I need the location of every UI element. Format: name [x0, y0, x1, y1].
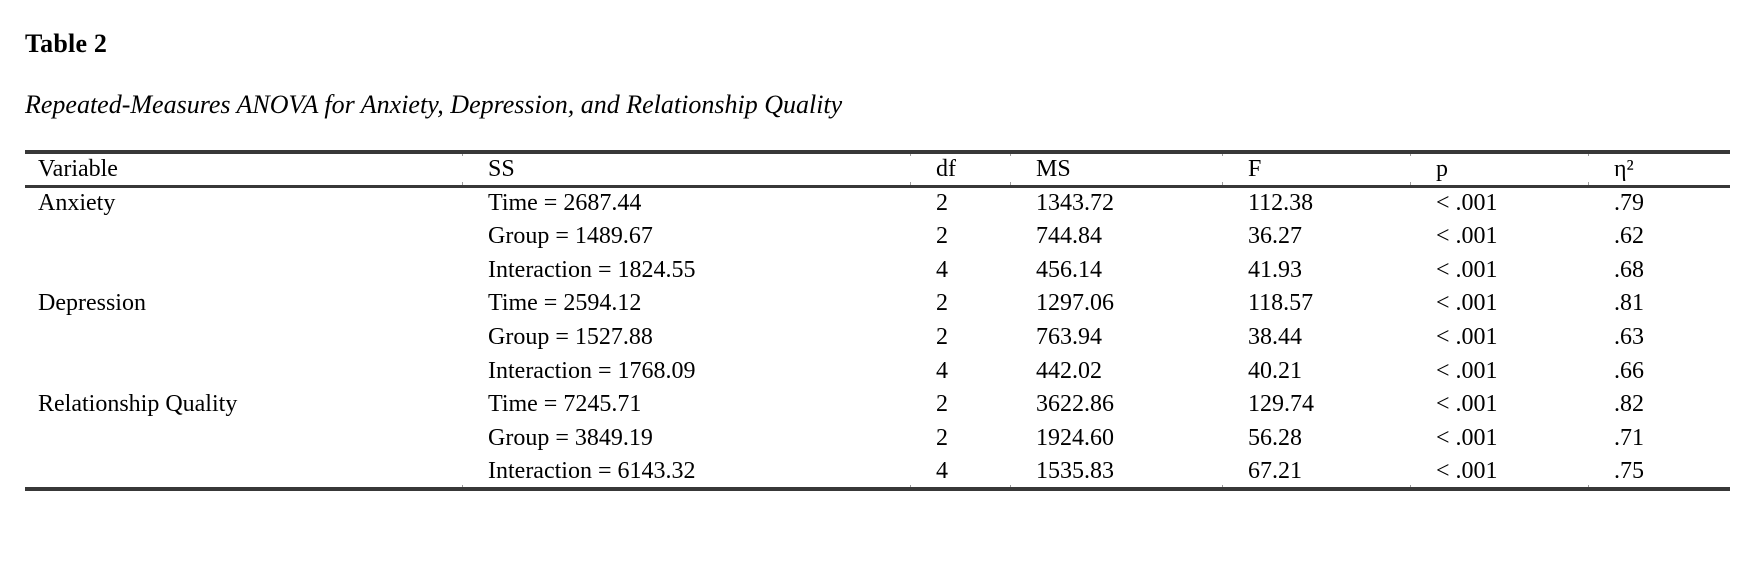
table-row: Group = 3849.19 2 1924.60 56.28 < .001 .… [25, 422, 1730, 456]
table-row: Depression Time = 2594.12 2 1297.06 118.… [25, 287, 1730, 321]
cell-ss: Group = 1489.67 [488, 223, 653, 250]
column-header-ms: MS [1010, 152, 1222, 188]
cell-df: 2 [936, 290, 948, 317]
cell-ms: 3622.86 [1036, 391, 1114, 418]
table-row: Relationship Quality Time = 7245.71 2 36… [25, 388, 1730, 422]
cell-df: 4 [910, 456, 1010, 490]
cell-p: < .001 [1436, 324, 1498, 351]
table-row: Group = 1489.67 2 744.84 36.27 < .001 .6… [25, 220, 1730, 254]
column-header-ss: SS [462, 152, 910, 188]
cell-f: 118.57 [1248, 290, 1314, 317]
cell-df: 2 [936, 391, 948, 418]
cell-ms: 1343.72 [1036, 190, 1114, 217]
cell-ms: 1924.60 [1036, 425, 1114, 452]
cell-eta-squared: .82 [1614, 391, 1644, 418]
cell-ss: Interaction = 6143.32 [462, 456, 910, 490]
cell-ss: Time = 2687.44 [488, 190, 642, 217]
cell-f: 112.38 [1248, 190, 1314, 217]
cell-ss: Time = 2594.12 [488, 290, 642, 317]
cell-df: 2 [936, 190, 948, 217]
table-row: Interaction = 1824.55 4 456.14 41.93 < .… [25, 253, 1730, 287]
cell-ss: Interaction = 1768.09 [488, 357, 696, 384]
cell-f: 56.28 [1248, 425, 1302, 452]
cell-p: < .001 [1436, 290, 1498, 317]
column-header-eta-squared: η² [1588, 152, 1730, 188]
cell-eta-squared: .63 [1614, 324, 1644, 351]
cell-ms: 1297.06 [1036, 290, 1114, 317]
cell-p: < .001 [1436, 223, 1498, 250]
cell-variable [25, 220, 462, 254]
cell-p: < .001 [1436, 391, 1498, 418]
cell-ms: 763.94 [1036, 324, 1102, 351]
cell-p: < .001 [1410, 456, 1588, 490]
cell-eta-squared: .66 [1614, 357, 1644, 384]
header-row: Variable SS df MS F p η² [25, 152, 1730, 188]
cell-f: 36.27 [1248, 223, 1302, 250]
anova-table: Variable SS df MS F p η² Anxiety Time = … [25, 150, 1730, 492]
cell-variable [25, 321, 462, 355]
table-title: Repeated-Measures ANOVA for Anxiety, Dep… [25, 90, 843, 119]
cell-p: < .001 [1436, 357, 1498, 384]
cell-ms: 442.02 [1036, 357, 1102, 384]
cell-variable [25, 422, 462, 456]
cell-variable: Relationship Quality [38, 391, 238, 418]
cell-df: 4 [936, 357, 948, 384]
cell-f: 129.74 [1248, 391, 1314, 418]
cell-f: 67.21 [1222, 456, 1410, 490]
cell-df: 2 [936, 223, 948, 250]
cell-variable [25, 456, 462, 490]
cell-f: 38.44 [1248, 324, 1302, 351]
column-header-df: df [910, 152, 1010, 188]
cell-ms: 456.14 [1036, 256, 1102, 283]
cell-variable [25, 354, 462, 388]
cell-eta-squared: .62 [1614, 223, 1644, 250]
cell-ms: 1535.83 [1010, 456, 1222, 490]
table-row: Interaction = 6143.32 4 1535.83 67.21 < … [25, 456, 1730, 490]
cell-p: < .001 [1436, 190, 1498, 217]
cell-p: < .001 [1436, 425, 1498, 452]
cell-eta-squared: .75 [1588, 456, 1730, 490]
column-header-p: p [1410, 152, 1588, 188]
cell-df: 2 [936, 324, 948, 351]
cell-df: 4 [936, 256, 948, 283]
cell-p: < .001 [1436, 256, 1498, 283]
cell-ss: Group = 3849.19 [488, 425, 653, 452]
cell-ms: 744.84 [1036, 223, 1102, 250]
cell-f: 40.21 [1248, 357, 1302, 384]
cell-f: 41.93 [1248, 256, 1302, 283]
table-row: Anxiety Time = 2687.44 2 1343.72 112.38 … [25, 186, 1730, 220]
cell-eta-squared: .71 [1614, 425, 1644, 452]
cell-df: 2 [936, 425, 948, 452]
cell-eta-squared: .79 [1614, 190, 1644, 217]
cell-variable: Anxiety [38, 190, 116, 217]
table-row: Interaction = 1768.09 4 442.02 40.21 < .… [25, 354, 1730, 388]
cell-variable [25, 253, 462, 287]
table-row: Group = 1527.88 2 763.94 38.44 < .001 .6… [25, 321, 1730, 355]
cell-eta-squared: .81 [1614, 290, 1644, 317]
column-header-variable: Variable [25, 152, 462, 188]
cell-ss: Group = 1527.88 [488, 324, 653, 351]
cell-ss: Time = 7245.71 [488, 391, 642, 418]
column-header-f: F [1222, 152, 1410, 188]
cell-eta-squared: .68 [1614, 256, 1644, 283]
table-number: Table 2 [25, 29, 108, 58]
cell-variable: Depression [38, 290, 146, 317]
cell-ss: Interaction = 1824.55 [488, 256, 696, 283]
